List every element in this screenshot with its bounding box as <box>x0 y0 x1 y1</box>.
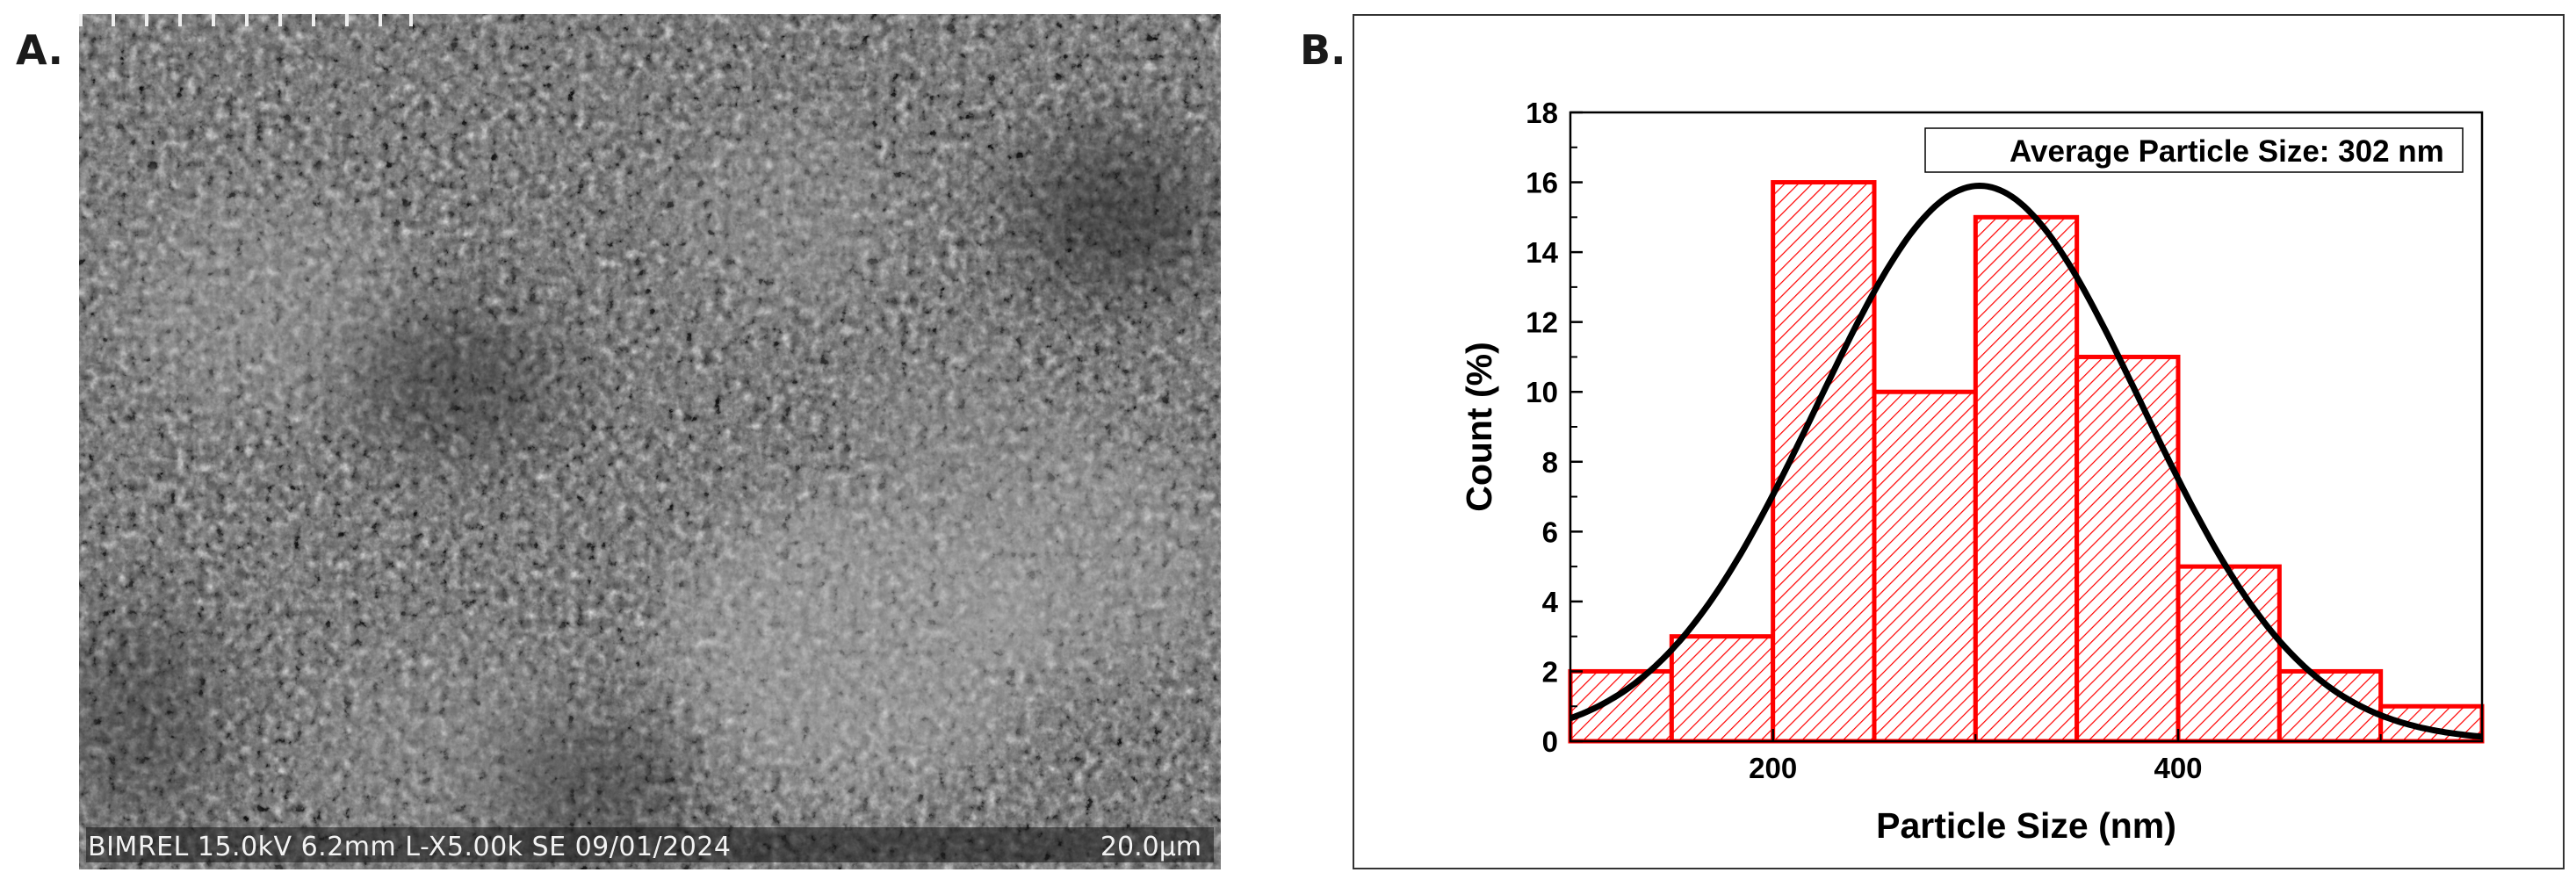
histogram-bar <box>2176 564 2282 744</box>
y-axis-label: Count (%) <box>1459 342 1499 512</box>
sem-info-text: BIMREL 15.0kV 6.2mm L-X5.00k SE 09/01/20… <box>88 832 732 862</box>
y-tick-label: 18 <box>1526 97 1558 129</box>
y-tick-label: 4 <box>1542 586 1559 618</box>
sem-texture <box>79 14 1221 869</box>
histogram-bar <box>1669 634 1776 744</box>
gaussian-fit-curve <box>1569 182 2483 740</box>
y-tick-label: 8 <box>1542 446 1558 479</box>
histogram-bar <box>2075 354 2181 744</box>
histogram-bar <box>1568 668 1674 744</box>
panel-a-label: A. <box>16 26 63 74</box>
sem-micrograph: BIMREL 15.0kV 6.2mm L-X5.00k SE 09/01/20… <box>79 14 1221 869</box>
panel-b-frame <box>1353 14 2565 869</box>
annotation-box: Average Particle Size: 302 nm <box>1924 127 2464 173</box>
sem-caption-bar <box>86 827 1214 862</box>
sem-dark-voids <box>79 137 1212 848</box>
panel-b-label: B. <box>1300 26 1346 74</box>
y-tick-label: 12 <box>1526 306 1558 339</box>
y-tick-label: 6 <box>1542 516 1558 548</box>
y-tick-label: 14 <box>1526 236 1558 269</box>
histogram-chart: 0 2 4 6 8 10 12 14 16 18 200 400 Average Particle S… <box>1459 97 2485 846</box>
sem-scale-text: 20.0µm <box>1100 832 1201 862</box>
x-axis-label: Particle Size (nm) <box>1876 805 2176 846</box>
histogram-bar <box>1973 214 2080 744</box>
histogram-bar <box>1872 389 1978 744</box>
x-tick-label: 200 <box>1749 752 1797 784</box>
annotation-rect <box>1924 127 2464 173</box>
y-tick-label: 2 <box>1542 655 1558 688</box>
sem-bright-clusters <box>114 119 1221 831</box>
x-tick-label: 400 <box>2154 752 2202 784</box>
annotation-text: Average Particle Size: 302 nm <box>2010 134 2444 169</box>
scale-bar <box>79 14 413 26</box>
y-tick-label: 0 <box>1542 725 1558 758</box>
y-tick-label: 10 <box>1526 376 1558 408</box>
y-tick-label: 16 <box>1526 167 1558 199</box>
